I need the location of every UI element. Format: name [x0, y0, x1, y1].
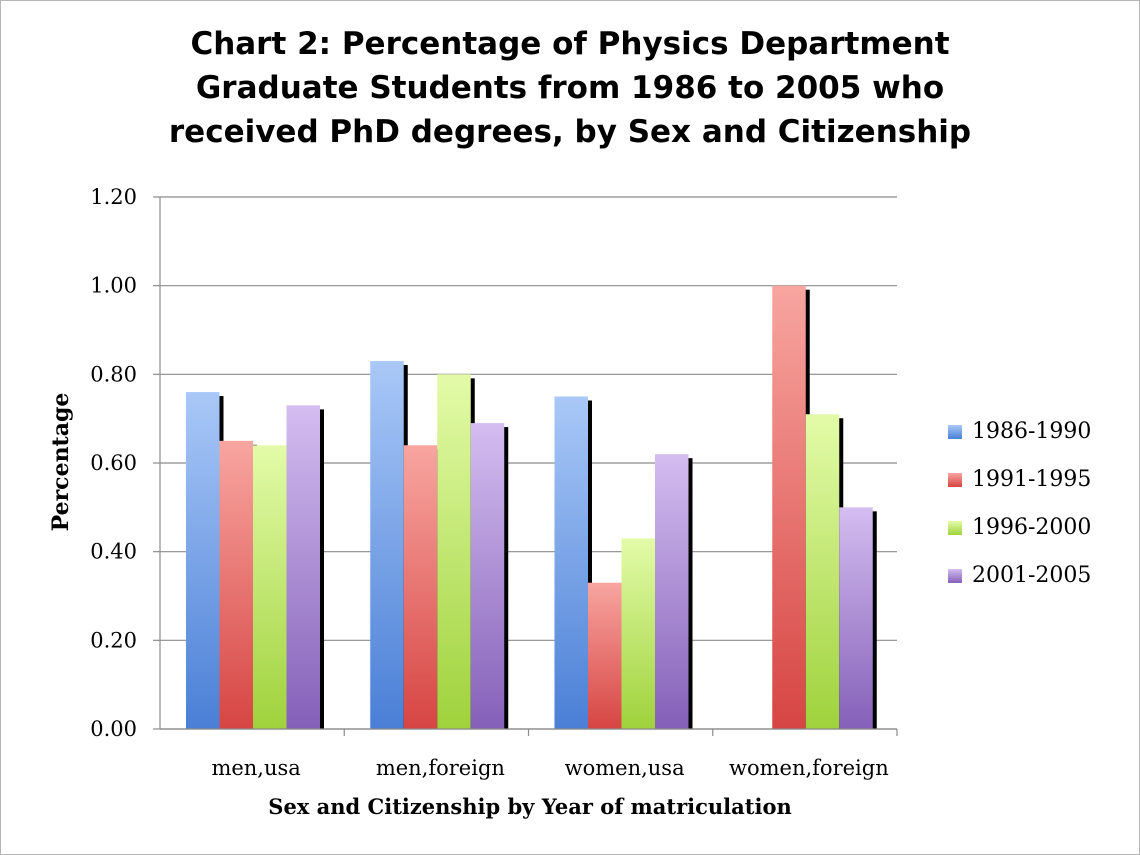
x-tick-label: women,usa [565, 756, 685, 780]
tick-labels: 0.00 0.20 0.40 0.60 0.80 1.00 1.20 men,usa men,f… [90, 185, 889, 780]
x-tick-label: men,usa [211, 756, 300, 780]
bar [253, 445, 287, 729]
legend-label: 1996-2000 [972, 515, 1092, 540]
bar [839, 507, 873, 729]
y-tick-label: 1.00 [90, 274, 137, 298]
bar [403, 445, 438, 729]
legend-label: 2001-2005 [972, 563, 1092, 588]
bar [186, 392, 220, 729]
legend-swatch [948, 569, 962, 583]
chart-title-line-1: Chart 2: Percentage of Physics Departmen… [190, 26, 950, 62]
bar [554, 396, 588, 729]
legend-label: 1991-1995 [972, 467, 1092, 492]
legend-swatch [948, 425, 962, 439]
chart-title-line-2: Graduate Students from 1986 to 2005 who [195, 70, 945, 106]
axes [153, 196, 898, 736]
bar [621, 538, 655, 729]
bar [470, 423, 505, 729]
y-tick-label: 0.00 [90, 717, 137, 741]
y-tick-label: 0.20 [90, 628, 137, 652]
bar [219, 440, 253, 729]
legend-label: 1986-1990 [972, 419, 1092, 444]
bar [370, 361, 404, 729]
bar [655, 454, 689, 729]
x-tick-label: women,foreign [729, 756, 889, 780]
x-tick-label: men,foreign [376, 756, 505, 780]
bar [805, 414, 840, 729]
bar [286, 405, 320, 729]
y-axis-label: Percentage [48, 392, 74, 532]
bar [437, 374, 471, 729]
x-axis-label: Sex and Citizenship by Year of matricula… [268, 794, 792, 819]
y-tick-label: 0.40 [90, 540, 137, 564]
y-tick-label: 0.60 [90, 451, 137, 475]
legend-swatch [948, 473, 962, 487]
bars [186, 285, 877, 729]
bar [588, 582, 622, 729]
bar [772, 285, 806, 729]
chart-title: Chart 2: Percentage of Physics Departmen… [120, 22, 1020, 154]
y-tick-label: 1.20 [90, 185, 137, 209]
legend-swatch [948, 521, 962, 535]
chart-title-line-3: received PhD degrees, by Sex and Citizen… [168, 114, 972, 150]
y-tick-label: 0.80 [90, 362, 137, 386]
